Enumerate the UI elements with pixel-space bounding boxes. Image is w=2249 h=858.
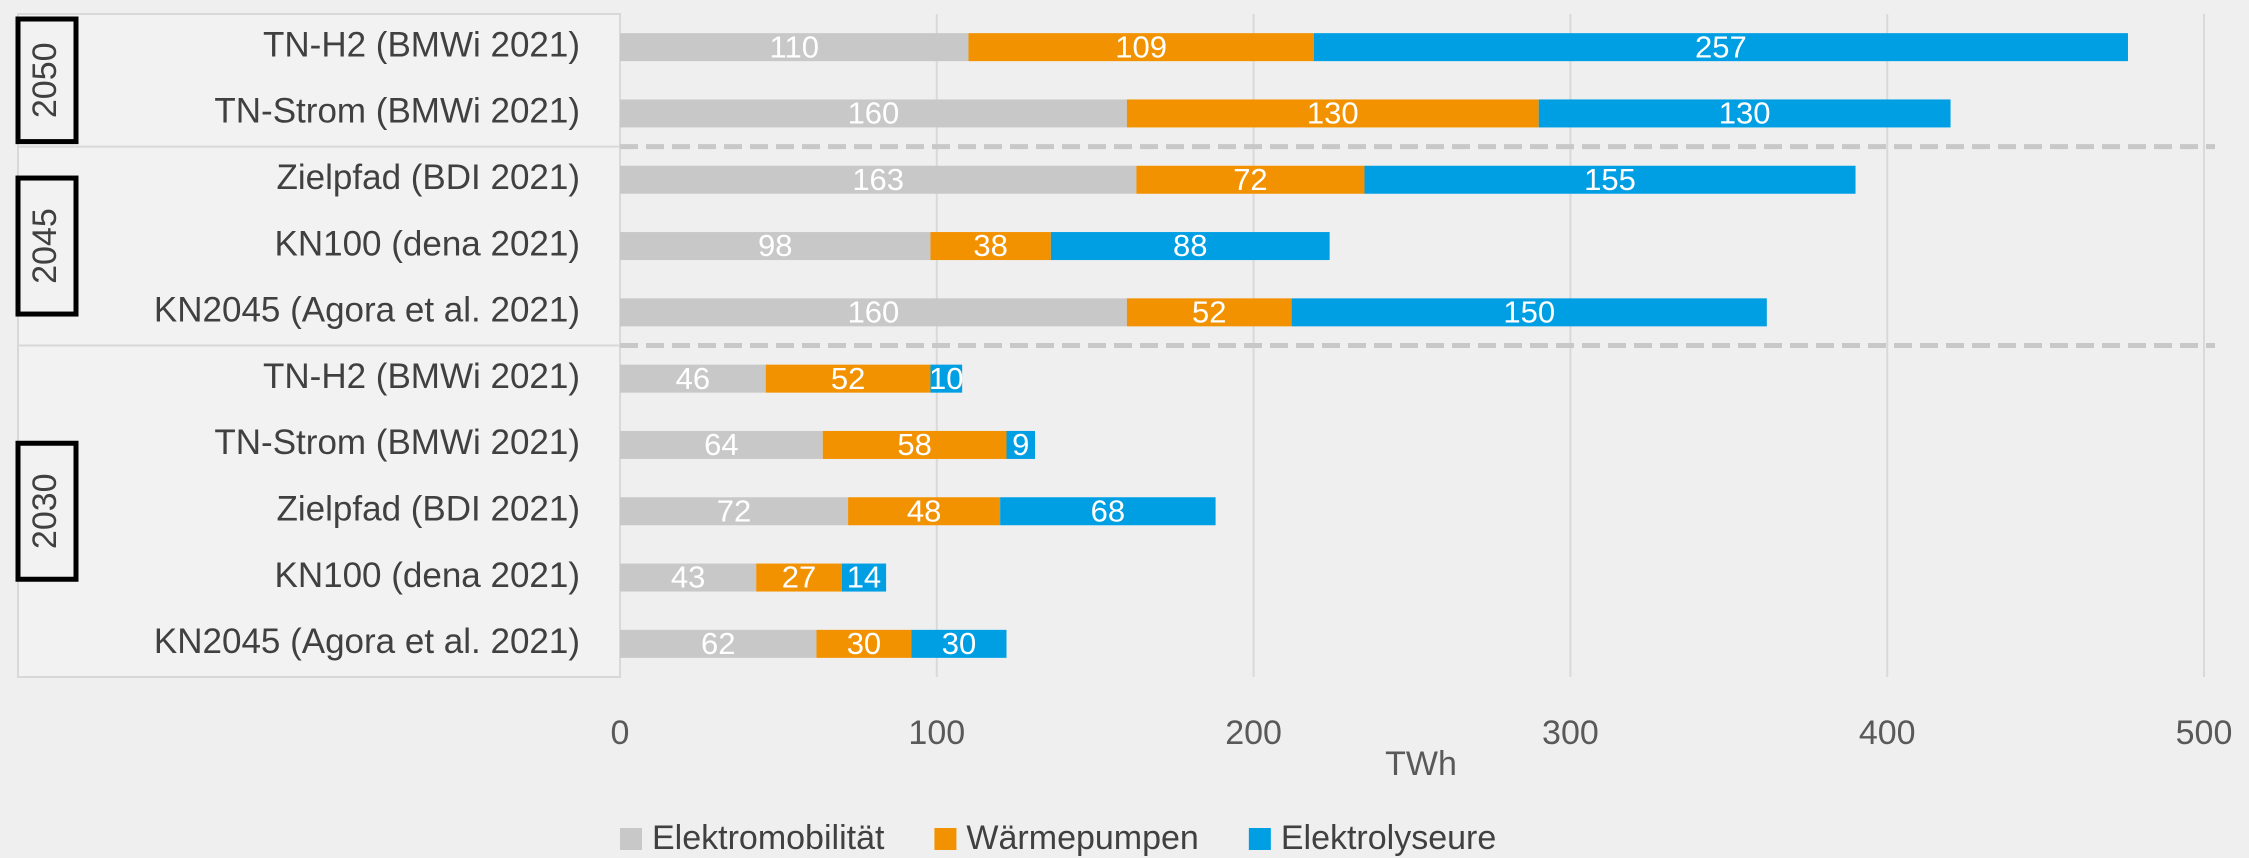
data-label: 150 bbox=[1503, 295, 1555, 330]
data-label: 48 bbox=[907, 493, 941, 528]
bar-segment bbox=[1313, 33, 2128, 62]
y-tick-label: Zielpfad (BDI 2021) bbox=[277, 490, 580, 529]
legend-swatch bbox=[1248, 828, 1271, 850]
bar-segment bbox=[822, 430, 1007, 459]
y-tick-label: KN100 (dena 2021) bbox=[275, 224, 581, 263]
y-tick-label: Zielpfad (BDI 2021) bbox=[277, 158, 580, 197]
data-label: 109 bbox=[1115, 29, 1167, 64]
bar-segment bbox=[1136, 165, 1365, 194]
group-label: 2050 bbox=[26, 42, 64, 118]
data-label: 10 bbox=[929, 361, 963, 396]
data-label: 72 bbox=[717, 493, 751, 528]
data-label: 38 bbox=[973, 228, 1007, 263]
bar-segment bbox=[1126, 298, 1292, 327]
data-label: 68 bbox=[1091, 493, 1125, 528]
bar-segment bbox=[620, 430, 823, 459]
y-tick-label: TN-Strom (BMWi 2021) bbox=[214, 423, 580, 462]
y-tick-label: KN100 (dena 2021) bbox=[275, 556, 581, 595]
data-label: 46 bbox=[676, 361, 710, 396]
bar-segment bbox=[1538, 99, 1951, 128]
data-label: 163 bbox=[852, 162, 904, 197]
y-tick-label: KN2045 (Agora et al. 2021) bbox=[154, 291, 580, 330]
data-label: 52 bbox=[1192, 295, 1226, 330]
group-label: 2045 bbox=[26, 208, 64, 284]
bar-segment bbox=[765, 364, 931, 393]
data-label: 72 bbox=[1233, 162, 1267, 197]
bar-segment bbox=[620, 563, 757, 592]
bar-segment bbox=[968, 33, 1314, 62]
bar-segment bbox=[816, 629, 912, 658]
bar-segment bbox=[930, 364, 963, 393]
bar-segment bbox=[841, 563, 887, 592]
data-label: 43 bbox=[671, 560, 705, 595]
bar-segment bbox=[1000, 497, 1216, 526]
bar-segment bbox=[620, 33, 969, 62]
bar-segment bbox=[620, 298, 1127, 327]
legend-swatch bbox=[934, 828, 957, 850]
data-label: 110 bbox=[770, 29, 819, 64]
x-axis-label: TWh bbox=[1385, 745, 1457, 783]
data-label: 155 bbox=[1584, 162, 1636, 197]
bar-segment bbox=[1126, 99, 1539, 128]
legend-swatch bbox=[620, 828, 642, 850]
x-tick-label: 0 bbox=[611, 714, 630, 752]
x-tick-label: 300 bbox=[1542, 714, 1599, 752]
y-tick-label: TN-H2 (BMWi 2021) bbox=[263, 357, 580, 396]
x-tick-label: 500 bbox=[2176, 714, 2233, 752]
bar-segment bbox=[1291, 298, 1767, 327]
data-label: 257 bbox=[1695, 29, 1747, 64]
group-box bbox=[15, 16, 79, 145]
bar-segment bbox=[911, 629, 1007, 658]
data-label: 88 bbox=[1173, 228, 1207, 263]
y-tick-label: TN-Strom (BMWi 2021) bbox=[214, 92, 580, 131]
group-box bbox=[15, 440, 79, 582]
data-label: 58 bbox=[897, 427, 931, 462]
data-label: 62 bbox=[701, 626, 735, 661]
data-label: 130 bbox=[1307, 96, 1359, 131]
bar-segment bbox=[1364, 165, 1856, 194]
x-tick-label: 100 bbox=[908, 714, 965, 752]
data-label: 9 bbox=[1012, 427, 1029, 462]
bar-segment bbox=[620, 99, 1127, 128]
legend-label: Elektrolyseure bbox=[1281, 819, 1496, 857]
bar-segment bbox=[1006, 430, 1036, 459]
legend-label: Elektromobilität bbox=[652, 819, 885, 857]
x-tick-label: 400 bbox=[1859, 714, 1916, 752]
data-label: 14 bbox=[847, 560, 881, 595]
legend-label: Wärmepumpen bbox=[966, 819, 1198, 857]
data-label: 130 bbox=[1719, 96, 1771, 131]
data-label: 30 bbox=[942, 626, 976, 661]
y-tick-label: TN-H2 (BMWi 2021) bbox=[263, 25, 580, 64]
bar-segment bbox=[1050, 232, 1330, 261]
bar-segment bbox=[620, 364, 766, 393]
data-label: 160 bbox=[848, 295, 900, 330]
bar-segment bbox=[620, 497, 849, 526]
data-label: 64 bbox=[704, 427, 738, 462]
data-label: 52 bbox=[831, 361, 865, 396]
bar-segment bbox=[848, 497, 1001, 526]
data-label: 27 bbox=[782, 560, 816, 595]
bar-segment bbox=[620, 165, 1137, 194]
bar-segment bbox=[620, 629, 817, 658]
y-tick-label: KN2045 (Agora et al. 2021) bbox=[154, 622, 580, 661]
group-box bbox=[15, 175, 79, 317]
data-label: 30 bbox=[847, 626, 881, 661]
data-label: 98 bbox=[758, 228, 792, 263]
x-tick-label: 200 bbox=[1225, 714, 1282, 752]
bar-segment bbox=[620, 232, 931, 261]
group-label: 2030 bbox=[26, 473, 64, 549]
bar-segment bbox=[930, 232, 1051, 261]
data-label: 160 bbox=[848, 96, 900, 131]
bar-segment bbox=[756, 563, 842, 592]
